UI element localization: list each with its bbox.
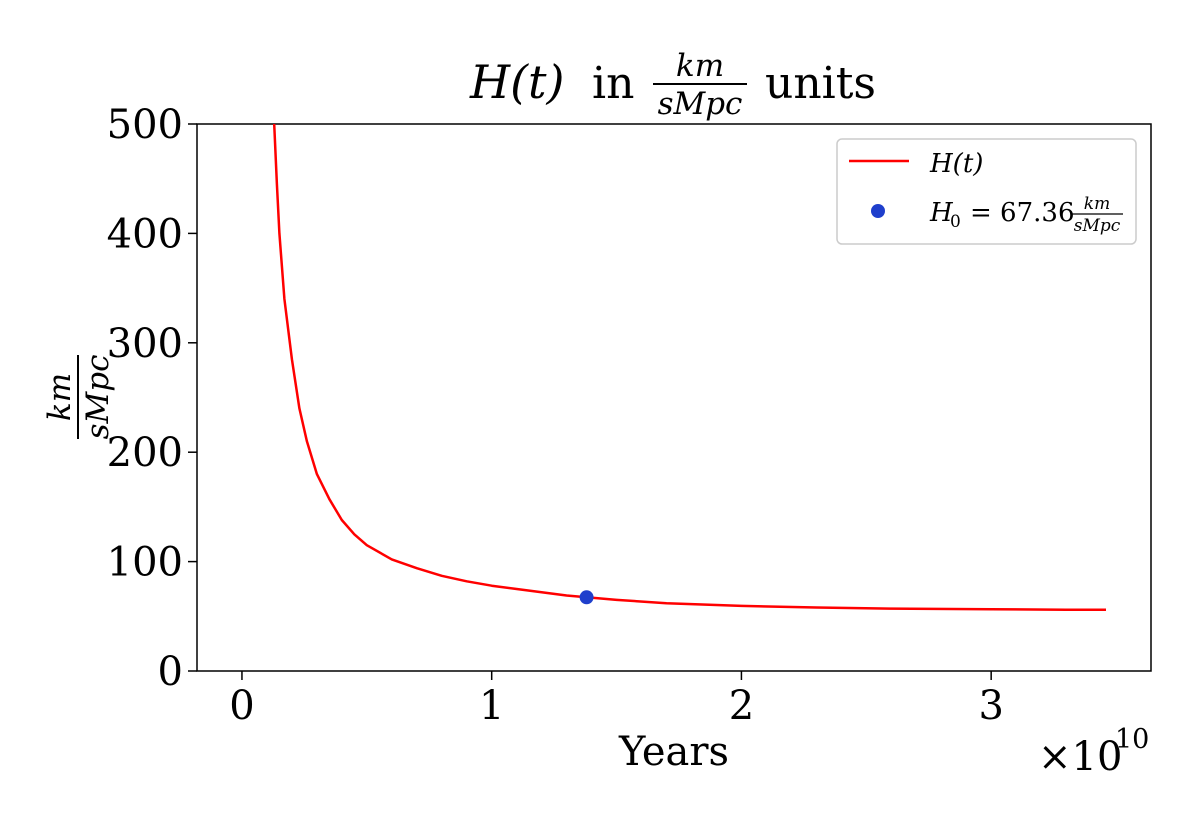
legend-point-den: sMpc: [1074, 216, 1121, 236]
legend-point-sub: 0: [950, 212, 961, 232]
title-middle: in: [592, 58, 634, 109]
y-tick-label: 100: [107, 540, 183, 586]
x-multiplier-exponent: 10: [1115, 724, 1149, 755]
x-axis-label: Years: [618, 729, 729, 775]
x-tick-label: 2: [729, 683, 754, 729]
series-layer: [272, 123, 1106, 611]
y-axis: 0 100 200 300 400 500: [107, 102, 197, 695]
legend-point-mid: = 67.36: [970, 198, 1074, 228]
y-label-num: km: [42, 373, 78, 421]
y-tick-label: 500: [107, 102, 183, 148]
x-tick-label: 3: [978, 683, 1003, 729]
y-tick-label: 0: [158, 649, 183, 695]
chart-title: H(t) in km sMpc units: [469, 48, 876, 122]
legend-box: [836, 138, 1137, 245]
y-tick-label: 400: [107, 211, 183, 257]
series-line-h-of-t: [272, 123, 1106, 611]
x-tick-label: 0: [229, 683, 254, 729]
x-axis-multiplier: ×10 10: [1038, 724, 1149, 780]
y-tick-label: 200: [107, 430, 183, 476]
legend-entry-point: H 0 = 67.36 km sMpc: [929, 194, 1123, 236]
title-suffix: units: [765, 58, 876, 109]
y-label-den: sMpc: [80, 355, 116, 440]
x-axis: 0 1 2 3: [229, 671, 1004, 729]
title-frac-num: km: [676, 48, 724, 84]
legend-point-lhs: H: [929, 198, 954, 228]
x-multiplier-base: ×10: [1038, 734, 1122, 780]
legend-swatch-point: [871, 204, 885, 218]
data-point-h0: [579, 590, 594, 605]
x-tick-label: 1: [479, 683, 504, 729]
legend: H(t) H 0 = 67.36 km sMpc: [836, 138, 1137, 245]
title-prefix: H(t): [469, 55, 565, 109]
plot-frame: [196, 123, 1152, 672]
legend-point-num: km: [1084, 194, 1110, 214]
title-frac-den: sMpc: [658, 86, 743, 122]
y-tick-label: 300: [107, 321, 183, 367]
legend-entry-curve: H(t): [929, 149, 983, 179]
y-axis-label: km sMpc: [42, 355, 116, 440]
